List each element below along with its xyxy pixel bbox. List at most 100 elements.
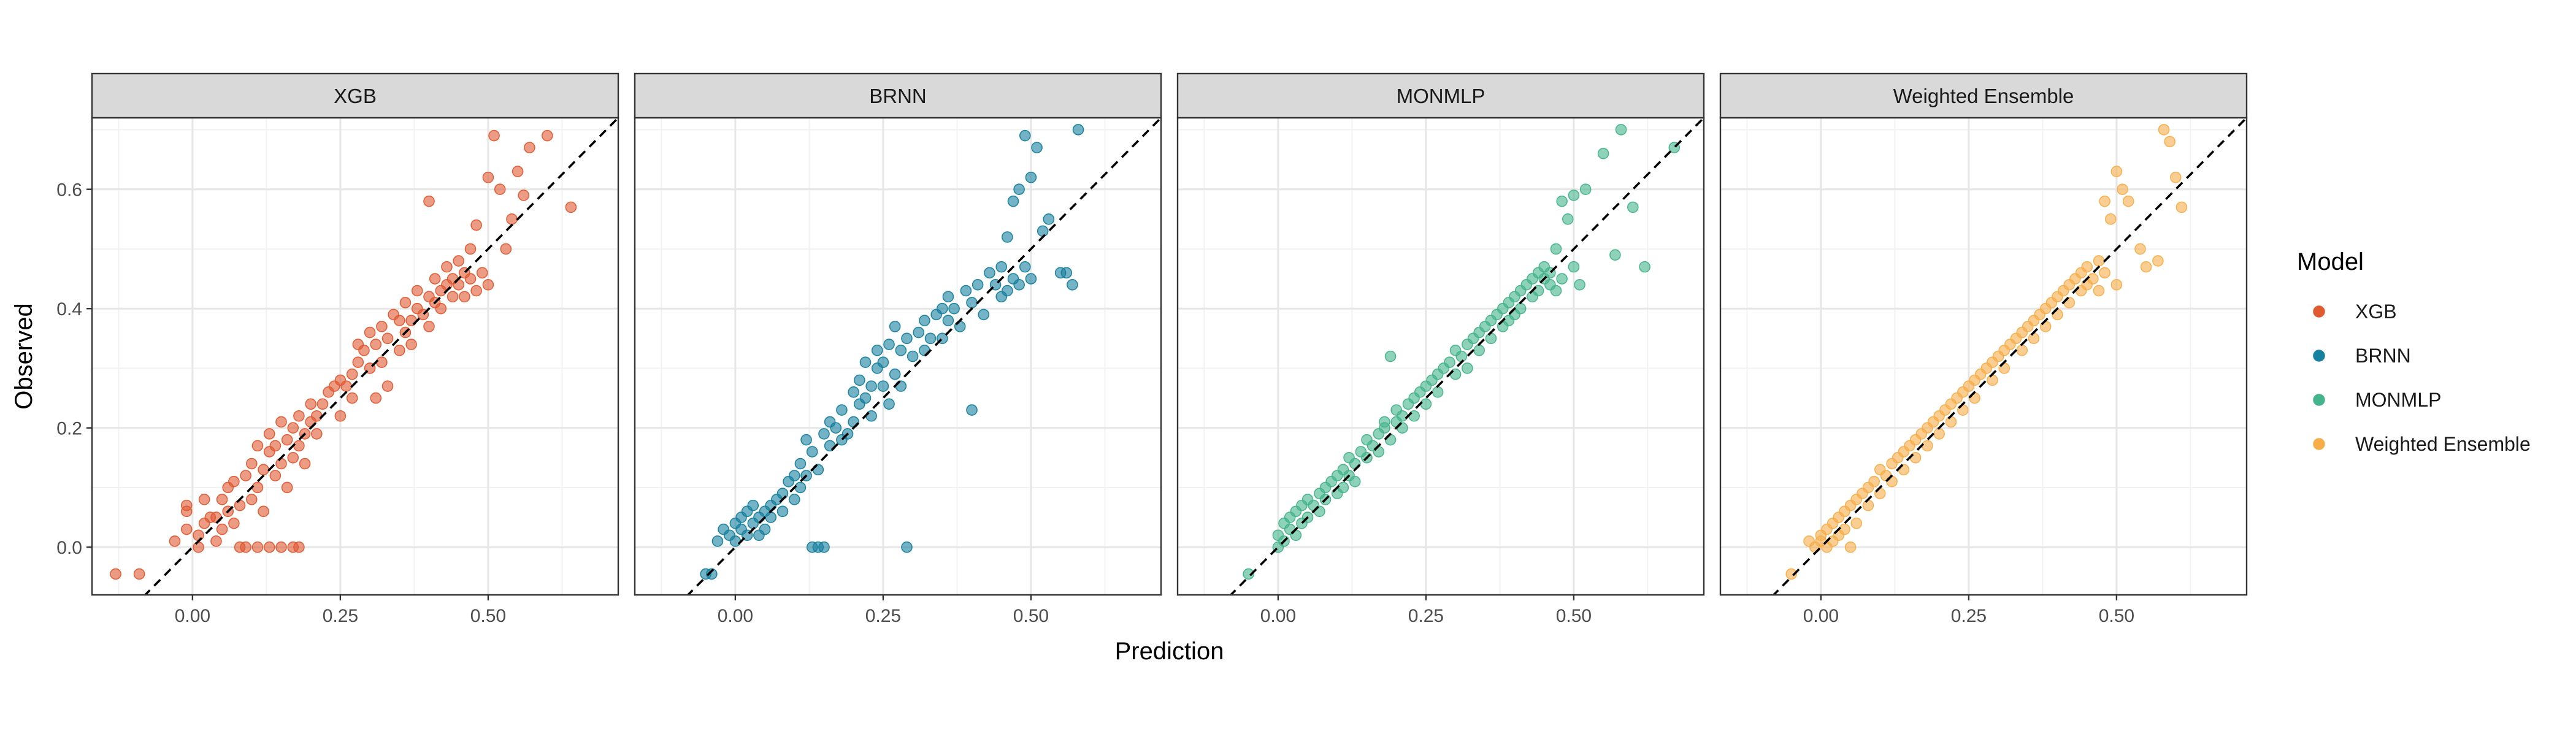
facet-strip-label: Weighted Ensemble <box>1893 85 2074 107</box>
data-point <box>216 523 228 535</box>
data-point <box>877 356 889 369</box>
data-point <box>251 440 264 452</box>
y-axis-title: Observed <box>10 303 37 409</box>
data-point <box>1067 278 1078 291</box>
data-point <box>512 166 524 177</box>
data-point <box>942 291 954 303</box>
data-point <box>376 356 388 369</box>
data-point <box>198 494 210 505</box>
panel-points <box>1785 124 2188 580</box>
data-point <box>966 297 978 308</box>
facet-strip-label: XGB <box>334 85 377 107</box>
data-point <box>394 344 405 356</box>
data-point <box>281 481 293 494</box>
data-point <box>240 541 251 553</box>
data-point <box>269 440 282 452</box>
data-point <box>1639 261 1650 273</box>
data-point <box>1060 267 1073 279</box>
data-point <box>883 339 895 350</box>
data-point <box>1444 356 1455 369</box>
data-point <box>794 458 807 470</box>
data-point <box>1574 278 1585 291</box>
data-point <box>1627 201 1639 213</box>
panel-background <box>92 118 618 595</box>
data-point <box>978 308 990 321</box>
data-point <box>435 302 447 315</box>
data-point <box>1019 129 1031 142</box>
facet-strip <box>1176 72 1705 119</box>
data-point <box>948 302 960 315</box>
panel-reference <box>1772 118 2247 595</box>
x-tick-label: 0.50 <box>470 606 506 626</box>
reference-line <box>144 118 618 595</box>
data-point <box>747 499 759 511</box>
data-point <box>1609 249 1621 261</box>
y-tick-label: 0.6 <box>56 180 82 201</box>
data-point <box>352 356 364 369</box>
data-point <box>1002 285 1013 297</box>
data-point <box>394 315 405 326</box>
data-point <box>871 344 883 356</box>
data-point <box>2152 255 2164 267</box>
data-point <box>2158 124 2170 136</box>
panel-grid <box>635 118 1161 595</box>
data-point <box>518 190 530 201</box>
data-point <box>263 428 275 440</box>
data-point <box>1043 213 1055 225</box>
data-point <box>281 434 293 446</box>
data-point <box>889 321 901 332</box>
x-tick-label: 0.00 <box>1260 606 1296 626</box>
panel-reference <box>686 118 1161 595</box>
data-point <box>293 410 305 422</box>
data-point <box>299 458 311 470</box>
data-point <box>180 499 193 511</box>
data-point <box>1432 386 1444 398</box>
panel-background <box>1178 118 1704 595</box>
data-point <box>251 481 264 494</box>
data-point <box>482 171 494 183</box>
reference-line <box>1772 118 2247 595</box>
x-tick-label: 0.00 <box>718 606 753 626</box>
data-point <box>818 541 830 553</box>
data-point <box>2164 136 2175 148</box>
data-point <box>500 243 512 255</box>
data-point <box>2140 261 2152 273</box>
data-point <box>907 350 919 362</box>
panel-monmlp: MONMLP 0.00 0.25 0.50 <box>1176 72 1705 626</box>
data-point <box>228 517 240 529</box>
data-point <box>245 494 258 505</box>
data-point <box>901 541 913 553</box>
data-point <box>524 142 535 153</box>
data-point <box>1562 213 1574 225</box>
data-point <box>1615 124 1627 136</box>
data-point <box>877 380 889 392</box>
data-point <box>859 392 872 404</box>
data-point <box>995 261 1008 273</box>
legend-key <box>2313 438 2325 450</box>
data-point <box>1420 398 1432 410</box>
data-point <box>960 285 972 297</box>
data-point <box>1556 273 1568 285</box>
data-point <box>1868 475 1880 488</box>
panel-grid <box>92 118 618 595</box>
panel-reference <box>144 118 618 595</box>
data-point <box>2081 261 2093 273</box>
data-point <box>459 291 470 303</box>
data-point <box>1568 190 1580 201</box>
data-point <box>1839 523 1850 535</box>
data-point <box>711 535 724 547</box>
data-point <box>1019 261 1031 273</box>
data-point <box>919 315 930 326</box>
x-tick-label: 0.50 <box>2099 606 2134 626</box>
data-point <box>1031 142 1043 153</box>
reference-line <box>1229 118 1704 595</box>
data-point <box>193 541 204 553</box>
legend-label: Weighted Ensemble <box>2355 433 2531 455</box>
data-point <box>765 511 777 523</box>
data-point <box>1785 568 1797 580</box>
data-point <box>488 129 500 142</box>
data-point <box>258 464 269 476</box>
data-point <box>506 213 518 225</box>
x-tick-label: 0.25 <box>323 606 358 626</box>
x-tick-label: 0.25 <box>1951 606 1987 626</box>
